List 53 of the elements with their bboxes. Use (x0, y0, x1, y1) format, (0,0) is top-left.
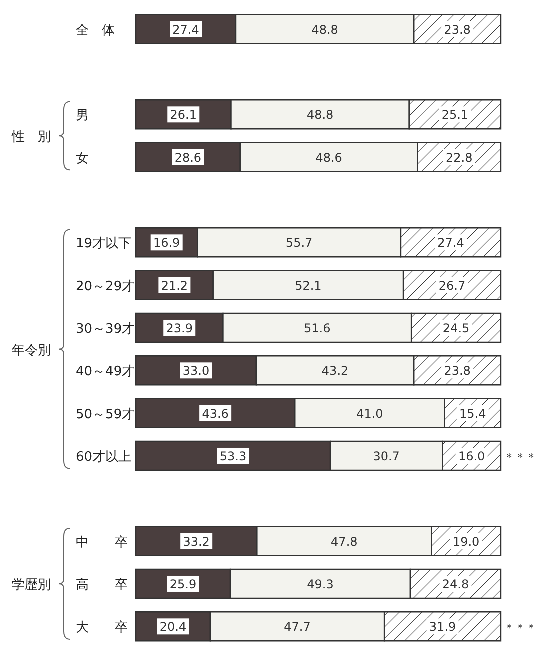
annotation: ＊＊＊ (504, 622, 537, 635)
data-label: 24.8 (442, 577, 470, 592)
data-label: 48.6 (316, 150, 342, 165)
data-label: 27.4 (172, 22, 200, 37)
y-tick-label: 大 卒 (76, 620, 128, 636)
data-label: 20.4 (160, 620, 187, 634)
data-label: 33.2 (183, 534, 210, 549)
data-label: 31.9 (429, 620, 456, 634)
data-label: 21.2 (161, 278, 188, 293)
annotation: ＊＊＊ (504, 451, 537, 464)
text: 学歴別 (12, 578, 51, 593)
y-tick-label: 女 (76, 151, 89, 166)
y-tick-label: 中 卒 (76, 535, 128, 550)
data-label: 25.9 (170, 577, 197, 592)
data-label: 23.8 (444, 22, 471, 37)
y-tick-label: 50～59才 (76, 407, 136, 422)
data-label: 28.6 (174, 150, 202, 165)
y-tick-label: 全 体 (76, 23, 115, 38)
data-label: 51.6 (304, 321, 331, 336)
data-label: 27.4 (438, 236, 464, 250)
y-tick-label: 高 卒 (76, 577, 128, 593)
y-tick-label: 60才以上 (76, 450, 132, 465)
y-tick-label: 19才以下 (76, 236, 132, 252)
data-label: 26.7 (438, 278, 466, 293)
data-label: 49.3 (307, 577, 334, 592)
data-label: 16.9 (153, 236, 180, 250)
data-label: 48.8 (306, 108, 334, 122)
data-label: 30.7 (373, 449, 400, 464)
data-label: 16.0 (458, 449, 486, 464)
data-label: 55.7 (286, 236, 313, 250)
text: 年令別 (12, 343, 51, 358)
data-label: 22.8 (446, 150, 473, 165)
data-label: 23.9 (166, 321, 193, 336)
data-label: 19.0 (452, 534, 480, 549)
data-label: 23.8 (444, 364, 471, 378)
data-label: 15.4 (460, 406, 486, 421)
text: 性 別 (11, 130, 51, 145)
data-label: 43.2 (322, 364, 349, 378)
data-label: 52.1 (295, 278, 322, 293)
y-tick-label: 男 (76, 108, 89, 124)
data-label: 33.0 (182, 364, 210, 378)
y-tick-label: 20～29才 (76, 279, 136, 294)
data-label: 47.7 (284, 620, 311, 634)
y-tick-label: 40～49才 (76, 364, 136, 380)
data-label: 24.5 (442, 321, 470, 336)
data-label: 41.0 (356, 406, 384, 421)
y-tick-label: 30～39才 (76, 322, 136, 337)
data-label: 43.6 (202, 406, 229, 421)
data-label: 53.3 (220, 449, 247, 464)
data-label: 26.1 (170, 108, 197, 122)
data-label: 48.8 (312, 22, 338, 37)
data-label: 25.1 (442, 108, 469, 122)
data-label: 47.8 (331, 534, 358, 549)
